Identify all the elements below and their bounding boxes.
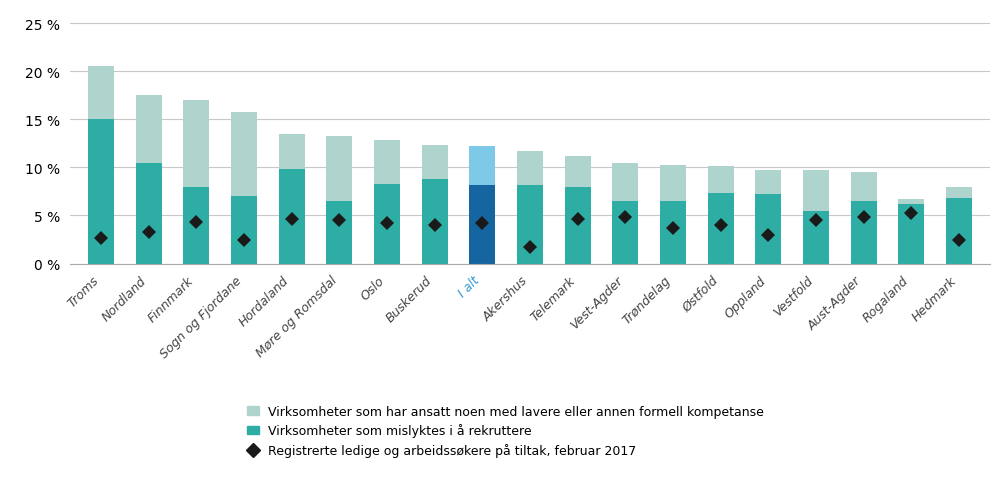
Bar xyxy=(660,166,686,202)
Bar xyxy=(565,187,591,264)
Bar xyxy=(231,112,257,197)
Bar xyxy=(565,156,591,187)
Bar xyxy=(279,170,305,264)
Bar xyxy=(851,202,877,264)
Bar xyxy=(422,146,448,180)
Bar xyxy=(660,202,686,264)
Bar xyxy=(326,202,352,264)
Bar xyxy=(374,141,400,184)
Bar xyxy=(946,187,972,199)
Bar xyxy=(898,200,924,204)
Bar xyxy=(469,185,495,264)
Bar xyxy=(612,163,638,202)
Bar xyxy=(755,171,781,195)
Bar xyxy=(183,187,209,264)
Bar xyxy=(88,67,114,120)
Bar xyxy=(612,202,638,264)
Bar xyxy=(517,152,543,185)
Bar xyxy=(469,147,495,185)
Bar xyxy=(88,120,114,264)
Bar xyxy=(946,199,972,264)
Bar xyxy=(326,136,352,202)
Bar xyxy=(708,167,734,194)
Bar xyxy=(517,185,543,264)
Bar xyxy=(803,171,829,211)
Bar xyxy=(279,134,305,170)
Bar xyxy=(755,195,781,264)
Bar xyxy=(422,180,448,264)
Bar xyxy=(851,173,877,202)
Bar xyxy=(136,96,162,163)
Bar xyxy=(898,204,924,264)
Bar xyxy=(708,194,734,264)
Bar xyxy=(231,197,257,264)
Bar xyxy=(803,211,829,264)
Legend: Virksomheter som har ansatt noen med lavere eller annen formell kompetanse, Virk: Virksomheter som har ansatt noen med lav… xyxy=(242,400,769,462)
Bar xyxy=(136,163,162,264)
Bar xyxy=(374,184,400,264)
Bar xyxy=(183,101,209,187)
